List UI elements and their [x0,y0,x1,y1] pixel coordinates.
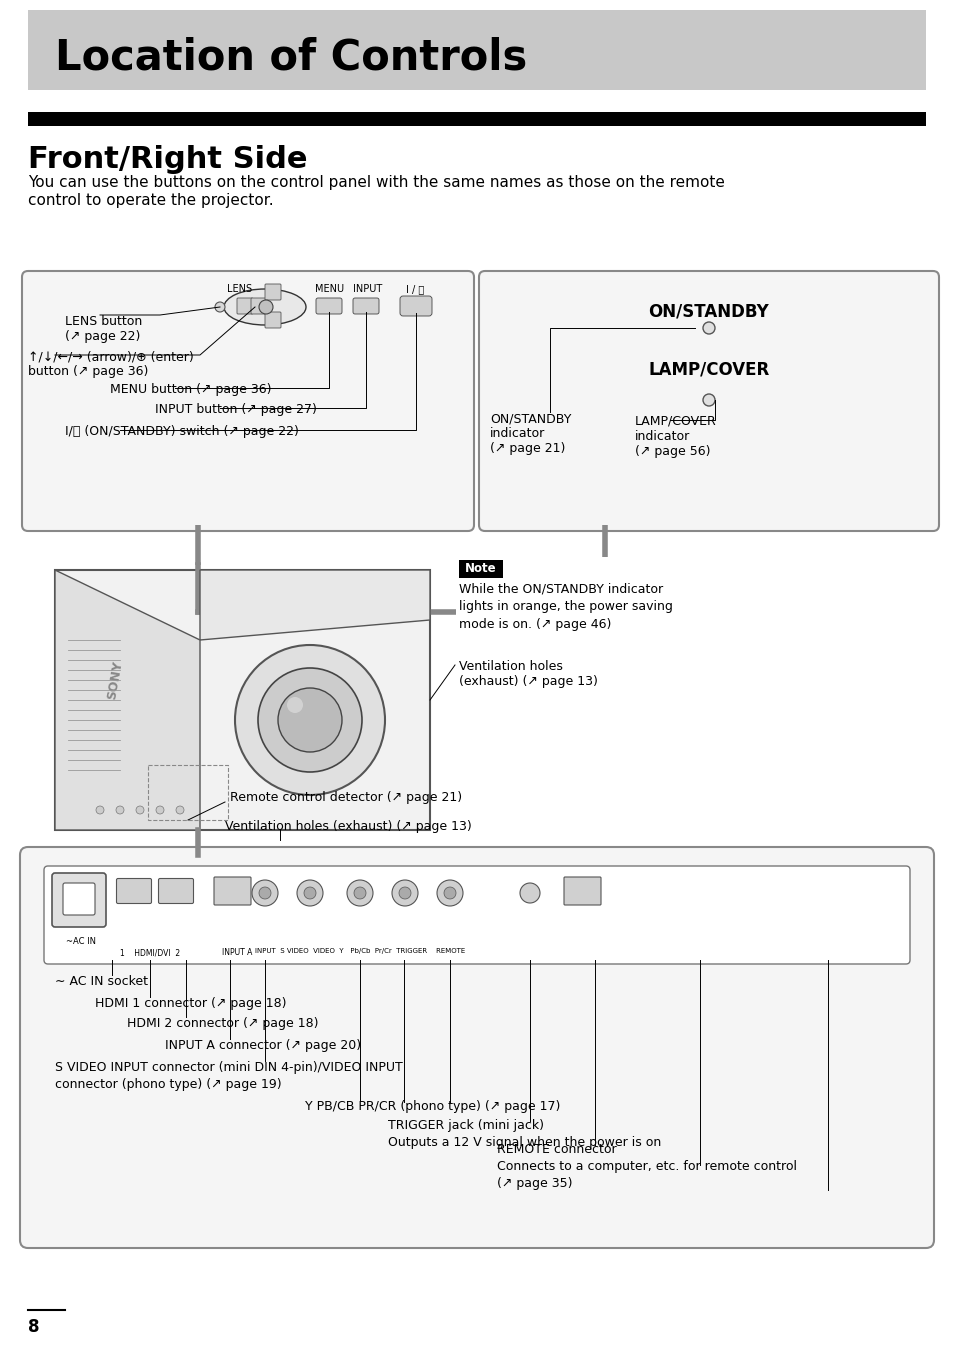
Text: HDMI 1 connector (↗ page 18): HDMI 1 connector (↗ page 18) [95,996,286,1010]
Circle shape [304,887,315,899]
Text: ∼ AC IN socket: ∼ AC IN socket [55,975,148,988]
Circle shape [156,806,164,814]
Bar [458,560,502,579]
FancyBboxPatch shape [63,883,95,915]
Circle shape [296,880,323,906]
FancyBboxPatch shape [22,270,474,531]
Circle shape [287,698,303,713]
Text: INPUT  S VIDEO  VIDEO  Y   Pb/Cb  Pr/Cr  TRIGGER    REMOTE: INPUT S VIDEO VIDEO Y Pb/Cb Pr/Cr TRIGGE… [254,948,465,955]
Circle shape [398,887,411,899]
Text: MENU button (↗ page 36): MENU button (↗ page 36) [110,383,272,396]
FancyBboxPatch shape [563,877,600,904]
FancyBboxPatch shape [116,879,152,903]
FancyBboxPatch shape [236,297,253,314]
FancyBboxPatch shape [158,879,193,903]
FancyBboxPatch shape [20,846,933,1248]
FancyBboxPatch shape [478,270,938,531]
Text: 8: 8 [28,1318,39,1336]
Circle shape [258,300,273,314]
Circle shape [436,880,462,906]
FancyBboxPatch shape [353,297,378,314]
Text: LENS: LENS [227,284,253,293]
Text: I / ⏻: I / ⏻ [405,284,424,293]
Circle shape [347,880,373,906]
Circle shape [234,645,385,795]
Circle shape [252,880,277,906]
FancyBboxPatch shape [315,297,341,314]
Text: ~AC IN: ~AC IN [66,937,96,946]
Circle shape [258,887,271,899]
Text: INPUT A: INPUT A [222,948,253,957]
Circle shape [214,301,225,312]
Circle shape [257,668,361,772]
Polygon shape [55,571,430,830]
Text: control to operate the projector.: control to operate the projector. [28,193,274,208]
FancyBboxPatch shape [456,557,921,667]
Circle shape [116,806,124,814]
Text: LAMP/COVER: LAMP/COVER [648,360,769,379]
Circle shape [175,806,184,814]
FancyBboxPatch shape [44,867,909,964]
Ellipse shape [224,289,306,324]
Circle shape [277,688,341,752]
Text: ON/STANDBY
indicator
(↗ page 21): ON/STANDBY indicator (↗ page 21) [490,412,571,456]
FancyBboxPatch shape [265,312,281,329]
Circle shape [702,393,714,406]
FancyBboxPatch shape [265,284,281,300]
Text: HDMI 2 connector (↗ page 18): HDMI 2 connector (↗ page 18) [127,1017,318,1030]
Circle shape [519,883,539,903]
Circle shape [443,887,456,899]
FancyBboxPatch shape [251,297,267,314]
FancyBboxPatch shape [213,877,251,904]
Text: Y PB/CB PR/CR (phono type) (↗ page 17): Y PB/CB PR/CR (phono type) (↗ page 17) [305,1101,559,1113]
Text: MENU: MENU [315,284,344,293]
Text: Remote control detector (↗ page 21): Remote control detector (↗ page 21) [230,791,461,803]
Text: INPUT: INPUT [353,284,382,293]
Text: Front/Right Side: Front/Right Side [28,146,307,174]
Circle shape [354,887,366,899]
FancyBboxPatch shape [28,9,925,91]
Circle shape [702,322,714,334]
Text: I/⏻ (ON/STANDBY) switch (↗ page 22): I/⏻ (ON/STANDBY) switch (↗ page 22) [65,425,298,438]
Text: REMOTE connector
Connects to a computer, etc. for remote control
(↗ page 35): REMOTE connector Connects to a computer,… [497,1142,796,1190]
Text: S VIDEO INPUT connector (mini DIN 4-pin)/VIDEO INPUT
connector (phono type) (↗ p: S VIDEO INPUT connector (mini DIN 4-pin)… [55,1061,402,1091]
Text: While the ON/STANDBY indicator
lights in orange, the power saving
mode is on. (↗: While the ON/STANDBY indicator lights in… [458,581,672,631]
Text: SONY: SONY [105,660,125,700]
Text: ON/STANDBY: ON/STANDBY [648,301,768,320]
Circle shape [392,880,417,906]
Text: LAMP/COVER
indicator
(↗ page 56): LAMP/COVER indicator (↗ page 56) [635,415,716,458]
Polygon shape [55,571,200,830]
Text: INPUT button (↗ page 27): INPUT button (↗ page 27) [154,403,316,416]
Text: Ventilation holes
(exhaust) (↗ page 13): Ventilation holes (exhaust) (↗ page 13) [458,660,598,688]
Text: ↑/↓/←/→ (arrow)/⊕ (enter)
button (↗ page 36): ↑/↓/←/→ (arrow)/⊕ (enter) button (↗ page… [28,350,193,379]
Text: LENS button
(↗ page 22): LENS button (↗ page 22) [65,315,142,343]
Text: 1    HDMI/DVI  2: 1 HDMI/DVI 2 [120,948,180,957]
Text: Ventilation holes (exhaust) (↗ page 13): Ventilation holes (exhaust) (↗ page 13) [225,821,471,833]
FancyBboxPatch shape [399,296,432,316]
Text: Location of Controls: Location of Controls [55,37,527,78]
Polygon shape [200,571,430,639]
Circle shape [96,806,104,814]
FancyBboxPatch shape [52,873,106,927]
Bar [28,112,925,126]
Text: You can use the buttons on the control panel with the same names as those on the: You can use the buttons on the control p… [28,174,724,191]
Text: INPUT A connector (↗ page 20): INPUT A connector (↗ page 20) [165,1038,361,1052]
Circle shape [136,806,144,814]
Text: Note: Note [465,562,497,576]
Text: TRIGGER jack (mini jack)
Outputs a 12 V signal when the power is on: TRIGGER jack (mini jack) Outputs a 12 V … [388,1119,660,1149]
